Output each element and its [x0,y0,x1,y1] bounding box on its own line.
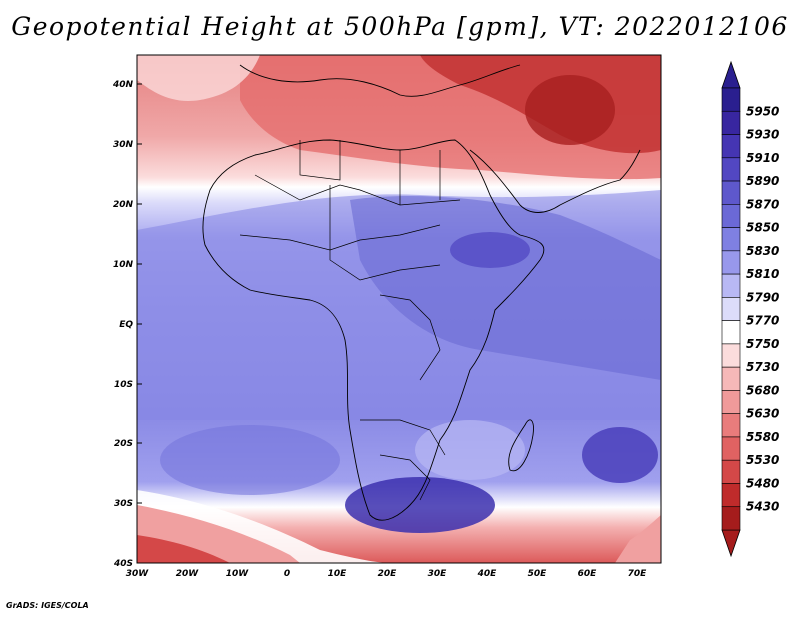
lat-label-30n: 30N [113,140,134,150]
colorbar-segment [721,506,741,531]
colorbar-label: 5810 [746,267,779,281]
colorbar-segment [721,227,741,252]
colorbar-label: 5830 [746,244,779,258]
border-congo [379,294,441,381]
border-southern-2 [379,454,431,501]
colorbar-label: 5790 [746,290,779,304]
lon-label-20w: 20W [176,569,200,579]
border-north [299,140,341,181]
south-indian-ocean-low [582,427,658,483]
lat-label-40n: 40N [112,80,134,90]
colorbar-segment [721,157,741,182]
colorbar-segment [721,250,741,275]
lat-labels: 40N 30N 20N 10N EQ 10S 20S 30S 40S [112,80,134,569]
lon-label-60e: 60E [578,569,598,579]
red-center-arabia [525,75,615,145]
lon-label-10w: 10W [226,569,250,579]
lat-label-20s: 20S [114,439,133,449]
colorbar-segment [721,87,741,112]
colorbar: 5950 5930 5910 5890 5870 5850 5830 5810 5790 5770… [721,60,779,558]
border-sahel [239,224,441,251]
lon-label-50e: 50E [528,569,548,579]
colorbar-label: 5950 [746,104,779,118]
colorbar-segment [721,343,741,368]
colorbar-label: 5910 [746,151,779,165]
border-southern [360,419,446,456]
lon-label-10e: 10E [328,569,348,579]
horn-dark-blue [450,232,530,268]
colorbar-segment [721,320,741,345]
border-central [329,185,441,281]
country-borders [239,140,461,501]
map-frame [136,54,662,564]
atlantic-blue [160,425,340,495]
north-atlantic-pale [137,55,260,101]
colorbar-label: 5930 [746,128,779,142]
colorbar-segment [721,110,741,135]
colorbar-label: 5530 [746,453,779,467]
lat-ticks [137,83,142,504]
colorbar-segment [721,390,741,414]
colorbar-segment [721,413,741,438]
lat-label-20n: 20N [113,200,134,210]
mozambique-pale [415,420,525,480]
colorbar-segment [721,204,741,228]
colorbar-segment [721,273,741,298]
southeast-red-corner [615,515,661,563]
southern-deep-red [137,535,230,563]
colorbar-segment [721,297,741,321]
colorbar-label: 5630 [746,407,779,421]
contour-field [137,55,661,563]
east-africa-blue [350,195,661,380]
colorbar-label: 5870 [746,197,779,211]
colorbar-label: 5680 [746,383,779,397]
arabia-coastline [469,149,641,213]
chart-title: Geopotential Height at 500hPa [gpm], VT:… [11,12,789,41]
lat-label-10s: 10S [114,380,133,390]
colorbar-label: 5430 [746,500,779,514]
colorbar-label: 5480 [746,476,779,490]
lon-label-30w: 30W [126,569,150,579]
colorbar-label: 5580 [746,430,779,444]
colorbar-segment [721,180,741,205]
colorbar-segment [721,366,741,391]
lat-label-10n: 10N [113,260,134,270]
colorbar-label: 5890 [746,174,779,188]
lon-label-40e: 40E [477,569,498,579]
colorbar-segment [721,483,741,508]
grads-credit: GrADS: IGES/COLA [6,601,89,610]
lon-label-0: 0 [284,569,290,579]
colorbar-bottom-arrow [721,529,741,558]
colorbar-label: 5770 [746,314,779,328]
lat-label-eq: EQ [119,320,133,330]
colorbar-top-arrow [721,60,741,89]
lon-label-20e: 20E [378,569,398,579]
lon-label-70e: 70E [628,569,648,579]
colorbar-label: 5730 [746,360,779,374]
colorbar-segment [721,436,741,461]
colorbar-segment [721,134,741,159]
colorbar-label: 5750 [746,337,779,351]
border-sahara [254,174,461,206]
lat-label-30s: 30S [114,499,133,509]
south-africa-dark-blue [345,477,495,533]
colorbar-label: 5850 [746,221,779,235]
europe-coastline [239,64,521,97]
lon-label-30e: 30E [428,569,448,579]
lat-label-40s: 40S [113,559,133,569]
madagascar-coastline [508,419,534,472]
lon-labels: 30W 20W 10W 0 10E 20E 30E 40E 50E 60E 70… [126,569,647,579]
border-egypt [399,150,441,205]
colorbar-segment [721,459,741,484]
